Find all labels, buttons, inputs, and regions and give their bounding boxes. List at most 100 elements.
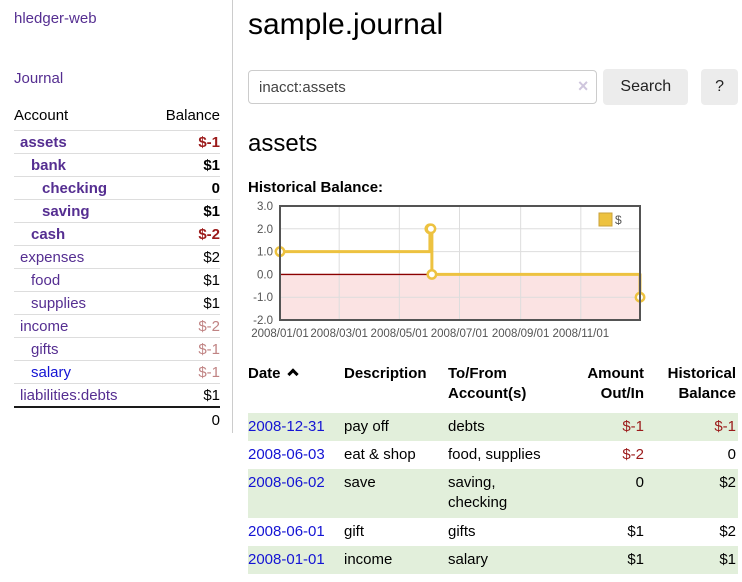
transaction-date-link[interactable]: 2008-06-01 bbox=[248, 522, 325, 540]
account-balance: $1 bbox=[149, 153, 220, 177]
sidebar-account-row: checking 0 bbox=[14, 176, 220, 200]
search-input-wrapper: × bbox=[248, 70, 598, 104]
sidebar-account-row: food $1 bbox=[14, 268, 220, 292]
transaction-balance: $2 bbox=[719, 522, 736, 540]
sort-ascending-icon bbox=[286, 368, 299, 380]
account-link[interactable]: gifts bbox=[31, 341, 59, 358]
transaction-date-link[interactable]: 2008-06-02 bbox=[248, 474, 325, 491]
balance-column-header: Balance bbox=[165, 107, 220, 124]
account-balance: $1 bbox=[149, 268, 220, 292]
svg-text:0.0: 0.0 bbox=[257, 269, 273, 281]
sidebar-account-row: saving $1 bbox=[14, 199, 220, 223]
account-link[interactable]: assets bbox=[20, 134, 67, 151]
account-link[interactable]: bank bbox=[31, 157, 67, 174]
account-link[interactable]: checking bbox=[42, 180, 108, 197]
date-column-header[interactable]: Date bbox=[248, 362, 344, 413]
account-link[interactable]: saving bbox=[42, 203, 90, 220]
transaction-amount: $1 bbox=[627, 522, 644, 540]
sidebar-account-table-body: assets $-1 bank $1 checking 0 saving $1 cash $-2 e… bbox=[14, 130, 220, 407]
search-input[interactable] bbox=[248, 70, 598, 104]
sidebar-account-row: supplies $1 bbox=[14, 291, 220, 315]
account-link[interactable]: liabilities:debts bbox=[20, 387, 118, 404]
transaction-date-link[interactable]: 2008-12-31 bbox=[248, 417, 325, 435]
sidebar-account-row: bank $1 bbox=[14, 153, 220, 177]
svg-text:2008/09/01: 2008/09/01 bbox=[492, 328, 550, 340]
svg-text:2008/07/01: 2008/07/01 bbox=[431, 328, 489, 340]
table-row: 2008-06-02 save saving, checking 0 $2 bbox=[248, 469, 738, 518]
transaction-amount: $-2 bbox=[622, 445, 644, 463]
page-title: sample.journal bbox=[248, 8, 444, 41]
sidebar-account-row: assets $-1 bbox=[14, 130, 220, 154]
transaction-accounts: gifts bbox=[448, 522, 476, 540]
search-form: × Search ? bbox=[248, 69, 738, 105]
search-button[interactable]: Search bbox=[603, 69, 689, 105]
clear-search-icon[interactable]: × bbox=[577, 76, 589, 96]
help-button[interactable]: ? bbox=[701, 69, 738, 105]
svg-text:2.0: 2.0 bbox=[257, 224, 273, 236]
app-brand-link[interactable]: hledger-web bbox=[14, 10, 97, 27]
historical-balance-chart: 3.0 2.0 1.0 0.0 -1.0 -2.0 2008/01/01 2008/03/01… bbox=[248, 201, 648, 343]
account-link[interactable]: cash bbox=[31, 226, 66, 243]
account-balance: $-1 bbox=[149, 337, 220, 361]
amount-column-header: Amount Out/In bbox=[587, 365, 644, 403]
svg-text:$: $ bbox=[615, 213, 622, 227]
account-balance: $2 bbox=[149, 245, 220, 269]
sidebar-account-row: salary $-1 bbox=[14, 360, 220, 384]
sidebar-account-row: liabilities:debts $1 bbox=[14, 383, 220, 407]
account-balance: $-2 bbox=[149, 314, 220, 338]
svg-text:-2.0: -2.0 bbox=[253, 315, 273, 327]
account-column-header: Account bbox=[14, 107, 69, 124]
account-balance: $1 bbox=[149, 291, 220, 315]
table-row: 2008-01-01 income salary $1 $1 bbox=[248, 545, 738, 574]
transaction-description: eat & shop bbox=[344, 445, 416, 463]
transaction-balance: 0 bbox=[727, 445, 736, 463]
table-row: 2008-12-31 pay off debts $-1 $-1 bbox=[248, 412, 738, 441]
sidebar-item-journal[interactable]: Journal bbox=[14, 70, 64, 87]
transaction-date-link[interactable]: 2008-01-01 bbox=[248, 550, 325, 568]
account-balance: $-1 bbox=[149, 360, 220, 384]
description-column-header: Description bbox=[344, 365, 427, 382]
account-link[interactable]: salary bbox=[31, 364, 72, 381]
account-balance: $-2 bbox=[149, 222, 220, 246]
register-header-row: Date Description To/From Account(s) Amoun… bbox=[248, 362, 738, 413]
account-link[interactable]: expenses bbox=[20, 249, 85, 266]
account-link[interactable]: supplies bbox=[31, 295, 87, 312]
transaction-accounts: salary bbox=[448, 550, 489, 568]
table-row: 2008-06-03 eat & shop food, supplies $-2 0 bbox=[248, 441, 738, 469]
account-page-title: assets bbox=[248, 130, 318, 157]
chart-title: Historical Balance: bbox=[248, 179, 384, 196]
transaction-description: gift bbox=[344, 522, 365, 540]
account-link[interactable]: income bbox=[20, 318, 69, 335]
transaction-balance: $-1 bbox=[714, 417, 736, 435]
account-balance: $1 bbox=[149, 199, 220, 223]
account-balance: $1 bbox=[149, 383, 220, 407]
balance-total-value: 0 bbox=[14, 406, 220, 433]
svg-text:-1.0: -1.0 bbox=[253, 292, 273, 304]
account-balance: 0 bbox=[149, 176, 220, 200]
balance-column-header-main: Historical Balance bbox=[667, 365, 736, 403]
register-table-body: 2008-12-31 pay off debts $-1 $-1 2008-06-03 ea… bbox=[248, 412, 738, 574]
account-balance-table: Account Balance assets $-1 bank $1 checking 0… bbox=[14, 104, 220, 433]
table-row: 2008-06-01 gift gifts $1 $2 bbox=[248, 518, 738, 546]
transaction-balance: $1 bbox=[719, 550, 736, 568]
svg-text:1.0: 1.0 bbox=[257, 247, 273, 259]
transaction-amount: $-1 bbox=[622, 417, 644, 435]
transaction-amount: 0 bbox=[635, 474, 644, 491]
sidebar-account-row: expenses $2 bbox=[14, 245, 220, 269]
transaction-amount: $1 bbox=[627, 550, 644, 568]
transaction-date-link[interactable]: 2008-06-03 bbox=[248, 445, 325, 463]
sidebar-account-row: income $-2 bbox=[14, 314, 220, 338]
sidebar-account-row: gifts $-1 bbox=[14, 337, 220, 361]
transaction-balance: $2 bbox=[719, 474, 736, 491]
svg-text:2008/01/01: 2008/01/01 bbox=[251, 328, 309, 340]
transaction-description: income bbox=[344, 550, 393, 568]
sidebar-account-row: cash $-2 bbox=[14, 222, 220, 246]
register-table: Date Description To/From Account(s) Amoun… bbox=[248, 362, 738, 574]
transaction-accounts: food, supplies bbox=[448, 445, 541, 463]
svg-text:2008/03/01: 2008/03/01 bbox=[310, 328, 368, 340]
account-link[interactable]: food bbox=[31, 272, 61, 289]
balance-total-row: 0 bbox=[14, 406, 220, 433]
account-table-header-row: Account Balance bbox=[14, 104, 220, 131]
main-content: sample.journal × Search ? assets Histori… bbox=[248, 8, 742, 574]
accounts-column-header: To/From Account(s) bbox=[448, 365, 527, 403]
